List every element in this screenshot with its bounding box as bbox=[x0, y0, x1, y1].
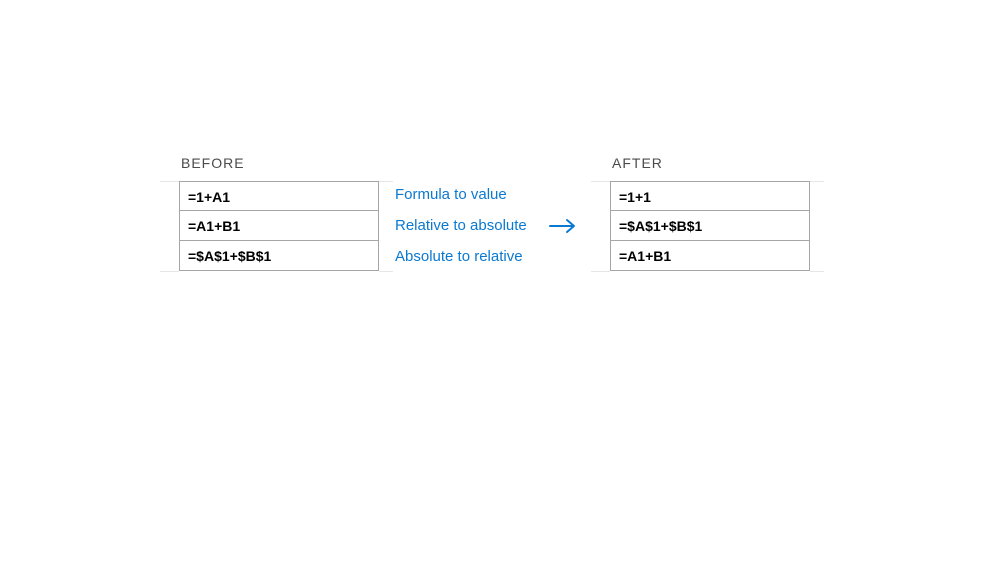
guide-line bbox=[379, 181, 393, 182]
after-cell-2: =A1+B1 bbox=[610, 241, 810, 271]
before-column: BEFORE =1+A1 =A1+B1 =$A$1+$B$1 bbox=[179, 155, 379, 271]
after-cell-1: =$A$1+$B$1 bbox=[610, 211, 810, 241]
op-absolute-to-relative[interactable]: Absolute to relative bbox=[395, 248, 527, 265]
guide-line bbox=[591, 271, 610, 272]
guide-line bbox=[810, 271, 824, 272]
before-cell-2: =$A$1+$B$1 bbox=[179, 241, 379, 271]
guide-line bbox=[160, 181, 179, 182]
before-cells: =1+A1 =A1+B1 =$A$1+$B$1 bbox=[179, 181, 379, 271]
after-column: AFTER =1+1 =$A$1+$B$1 =A1+B1 bbox=[610, 155, 810, 271]
guide-line bbox=[379, 271, 393, 272]
after-heading: AFTER bbox=[610, 155, 810, 181]
before-heading: BEFORE bbox=[179, 155, 379, 181]
guide-line bbox=[810, 181, 824, 182]
after-cell-0: =1+1 bbox=[610, 181, 810, 211]
after-cells: =1+1 =$A$1+$B$1 =A1+B1 bbox=[610, 181, 810, 271]
op-relative-to-absolute[interactable]: Relative to absolute bbox=[395, 217, 527, 234]
arrow-right-icon bbox=[549, 218, 577, 234]
before-cell-1: =A1+B1 bbox=[179, 211, 379, 241]
before-cell-0: =1+A1 bbox=[179, 181, 379, 211]
operations-list: Formula to value Relative to absolute Ab… bbox=[395, 186, 527, 265]
guide-line bbox=[160, 271, 179, 272]
operations-panel: Formula to value Relative to absolute Ab… bbox=[395, 186, 577, 265]
guide-line bbox=[591, 181, 610, 182]
op-formula-to-value[interactable]: Formula to value bbox=[395, 186, 527, 203]
